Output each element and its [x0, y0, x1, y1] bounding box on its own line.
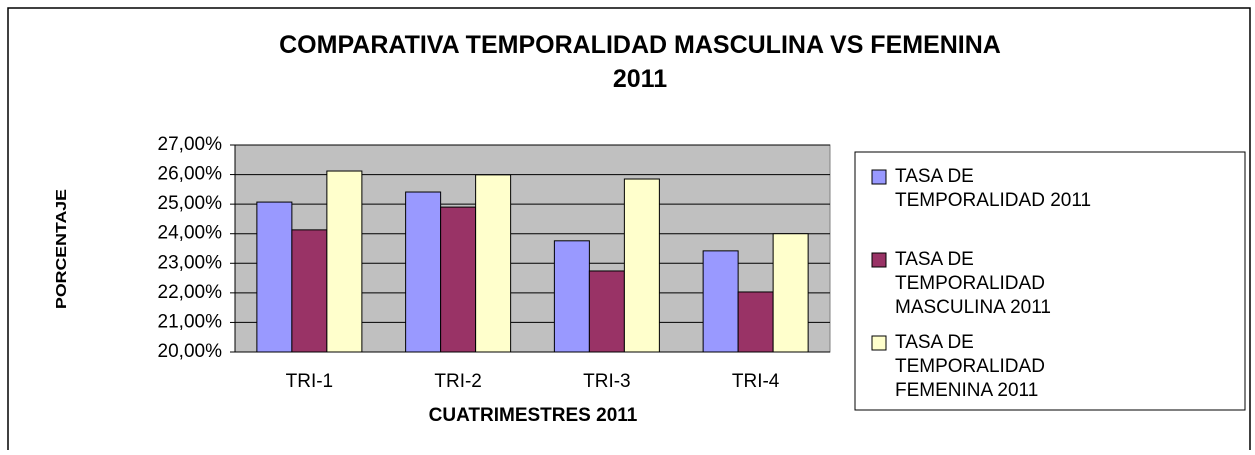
y-tick-label: 24,00%: [158, 223, 223, 244]
x-tick-label: TRI-2: [434, 371, 482, 392]
y-tick-label: 25,00%: [158, 193, 223, 214]
y-tick-label: 20,00%: [158, 341, 223, 362]
legend-swatch: [871, 169, 887, 185]
legend-swatch: [871, 252, 887, 268]
y-tick-label: 23,00%: [158, 252, 223, 273]
bar: [291, 229, 328, 353]
x-tick-label: TRI-4: [732, 371, 780, 392]
bar: [772, 233, 809, 353]
bar: [737, 291, 774, 353]
bar: [588, 270, 625, 353]
legend: [854, 151, 1246, 411]
bar: [623, 178, 660, 353]
y-axis-title: PORCENTAJE: [53, 189, 70, 309]
x-tick-label: TRI-1: [286, 371, 334, 392]
legend-label: TASA DE TEMPORALIDAD 2011: [895, 166, 1091, 211]
bar: [702, 250, 739, 353]
bar: [405, 191, 442, 353]
x-axis-title: CUATRIMESTRES 2011: [429, 405, 638, 426]
chart-title: COMPARATIVA TEMPORALIDAD MASCULINA VS FE…: [279, 31, 1001, 93]
legend-label: TASA DE TEMPORALIDAD FEMENINA 2011: [895, 332, 1045, 401]
y-tick-label: 27,00%: [158, 134, 223, 155]
x-tick-label: TRI-3: [583, 371, 631, 392]
y-tick-label: 21,00%: [158, 311, 223, 332]
bar: [440, 206, 477, 353]
legend-label: TASA DE TEMPORALIDAD MASCULINA 2011: [895, 249, 1051, 318]
bar: [256, 201, 293, 353]
bar: [326, 170, 363, 353]
legend-swatch: [871, 335, 887, 351]
bar: [553, 240, 590, 353]
y-tick-label: 26,00%: [158, 164, 223, 185]
bar: [475, 174, 512, 353]
y-tick-label: 22,00%: [158, 282, 223, 303]
